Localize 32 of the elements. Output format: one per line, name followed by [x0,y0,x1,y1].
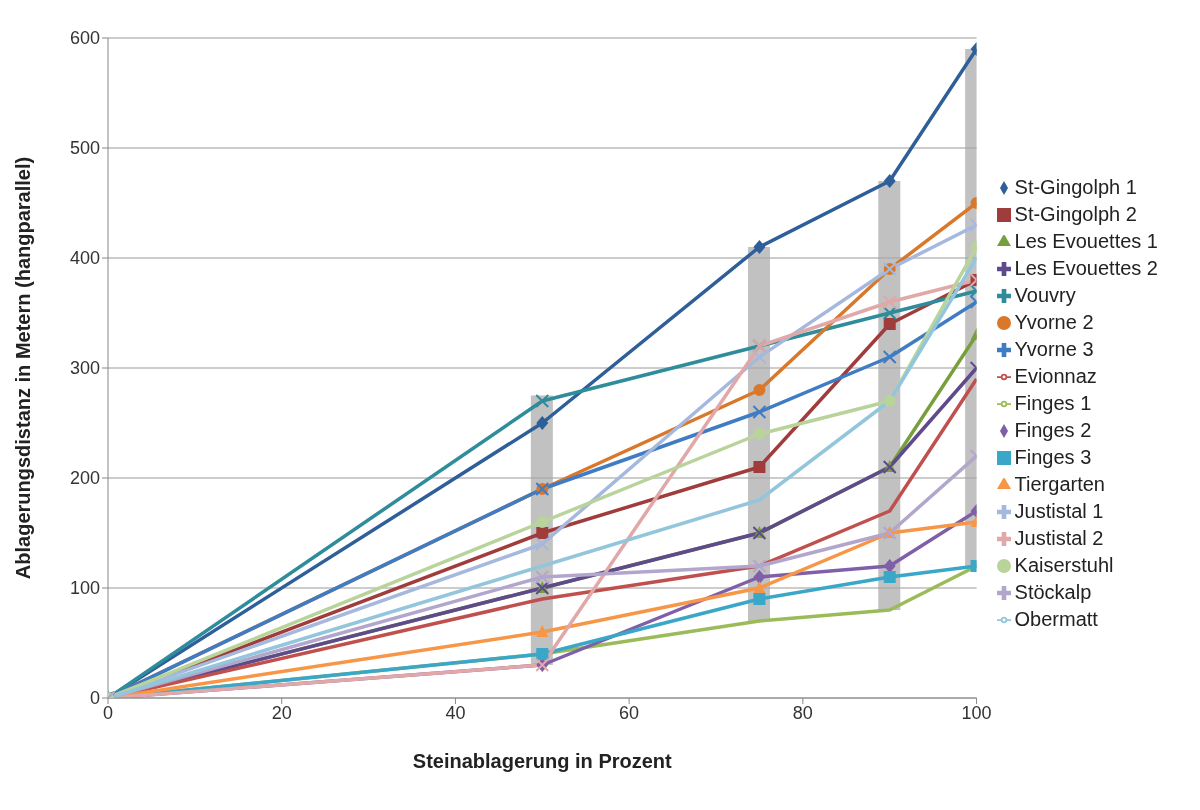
y-tick-label: 200 [69,468,100,489]
legend-label: Yvorne 3 [1014,337,1094,360]
legend-label: Yvorne 2 [1014,310,1094,333]
x-tick-label: 80 [792,702,813,723]
legend-label: Finges 3 [1014,445,1092,468]
x-tick-label: 40 [445,702,466,723]
y-axis-title: Ablagerungsdistanz in Metern (hangparallel) [12,156,35,580]
x-tick-label: 100 [961,702,992,723]
y-tick-label: 500 [69,138,100,159]
x-tick-label: 20 [271,702,292,723]
legend-label: Justistal 2 [1014,526,1104,549]
y-tick-label: 0 [89,688,100,709]
legend-label: Obermatt [1014,607,1098,630]
legend-label: Finges 2 [1014,418,1092,441]
legend-label: St-Gingolph 1 [1014,175,1137,198]
legend-label: Justistal 1 [1014,499,1104,522]
legend-label: St-Gingolph 2 [1014,202,1137,225]
legend-label: Les Evouettes 2 [1014,256,1158,279]
legend-label: Les Evouettes 1 [1014,229,1158,252]
legend-label: Evionnaz [1014,364,1097,387]
legend-label: Vouvry [1014,283,1076,306]
x-tick-label: 60 [619,702,640,723]
legend-label: Stöckalp [1014,580,1092,603]
y-tick-label: 600 [69,28,100,49]
legend-label: Kaiserstuhl [1014,553,1114,576]
legend-label: Tiergarten [1014,472,1105,495]
y-tick-label: 400 [69,248,100,269]
y-tick-label: 100 [69,578,100,599]
legend-label: Finges 1 [1014,391,1092,414]
y-tick-label: 300 [69,358,100,379]
x-axis-title: Steinablagerung in Prozent [412,750,673,772]
x-tick-label: 0 [102,702,114,723]
